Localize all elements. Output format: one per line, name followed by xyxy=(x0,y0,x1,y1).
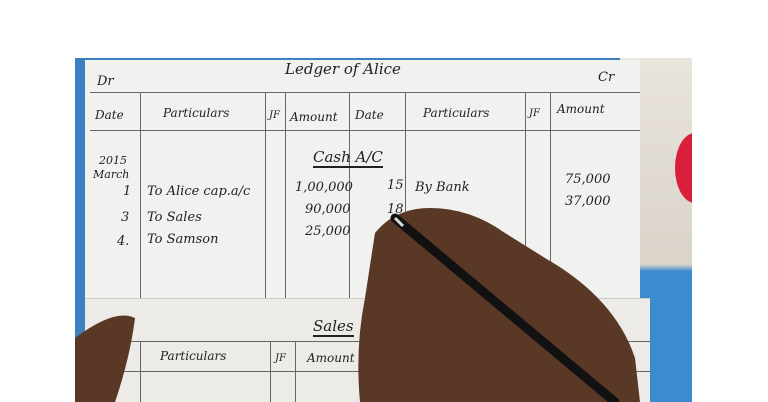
header-jf: JF xyxy=(529,108,540,119)
cr-label: Cr xyxy=(598,70,615,85)
divider xyxy=(265,92,266,300)
ledger-photo: Ledger of Alice Dr Cr Date Particulars J… xyxy=(75,58,692,402)
debit-particulars: To Sales xyxy=(147,210,202,225)
header-jf: JF xyxy=(275,353,286,364)
header-date: Date xyxy=(95,108,124,122)
credit-particulars: By Bank xyxy=(415,180,470,195)
month: March xyxy=(93,168,130,181)
year: 2015 xyxy=(99,154,127,167)
ledger-sheet: Ledger of Alice Dr Cr Date Particulars J… xyxy=(85,60,640,300)
divider xyxy=(349,92,350,300)
divider xyxy=(525,92,526,300)
header-amount: Amount xyxy=(557,102,605,116)
debit-amount: 90,000 xyxy=(305,202,351,217)
debit-amount: 1,00,000 xyxy=(295,180,353,195)
red-pattern xyxy=(675,133,692,203)
credit-date: 18 xyxy=(387,202,404,217)
divider xyxy=(90,92,640,93)
credit-amount: 37,000 xyxy=(565,194,611,209)
header-jf: JF xyxy=(269,110,280,121)
divider xyxy=(285,92,286,300)
sales-account-name: Sales xyxy=(313,317,354,337)
debit-date: 4. xyxy=(117,234,130,249)
header-particulars: Particulars xyxy=(160,349,227,363)
debit-date: 3 xyxy=(121,210,130,225)
header-date: Date xyxy=(355,108,384,122)
header-particulars: Particulars xyxy=(423,106,490,120)
credit-date: 15 xyxy=(387,178,404,193)
header-amount: Amount xyxy=(290,110,338,124)
debit-particulars: To Alice cap.a/c xyxy=(147,184,251,199)
header-amount: Amount xyxy=(307,351,355,365)
ledger-title: Ledger of Alice xyxy=(285,60,401,78)
writing-hand xyxy=(75,208,640,402)
credit-amount: 75,000 xyxy=(565,172,611,187)
account-name: Cash A/C xyxy=(313,148,383,168)
divider xyxy=(550,92,551,300)
debit-date: 1 xyxy=(123,184,132,199)
debit-particulars: To Samson xyxy=(147,232,219,247)
divider xyxy=(140,92,141,300)
divider xyxy=(90,130,640,131)
debit-amount: 25,000 xyxy=(305,224,351,239)
header-particulars: Particulars xyxy=(163,106,230,120)
dr-label: Dr xyxy=(97,74,114,89)
divider xyxy=(405,92,406,300)
